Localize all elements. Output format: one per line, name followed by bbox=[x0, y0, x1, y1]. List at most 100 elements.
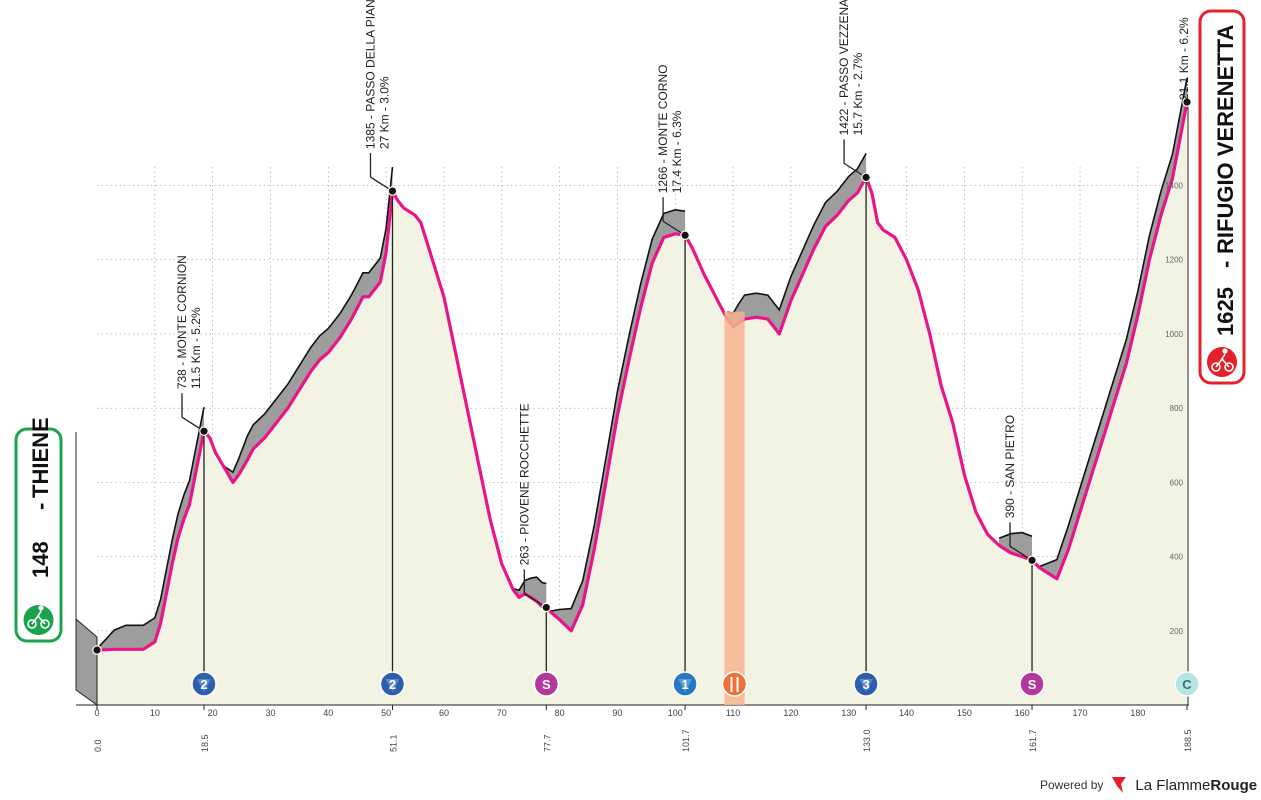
distance-marker-label: 51.1 bbox=[388, 734, 398, 752]
finish-cyclist-glyph bbox=[1211, 348, 1234, 372]
checkpoint-label: 738 - MONTE CORNION bbox=[175, 255, 189, 389]
x-tick-label: 0 bbox=[94, 708, 99, 718]
checkpoint-label: 390 - SAN PIETRO bbox=[1003, 415, 1017, 518]
start-name: THIENE bbox=[28, 417, 53, 498]
finish-altitude: 1625 bbox=[1213, 287, 1238, 336]
checkpoint-label: 1385 - PASSO DELLA PIANETTA bbox=[363, 0, 377, 149]
x-tick-label: 70 bbox=[497, 708, 507, 718]
distance-marker-label: 161.7 bbox=[1028, 729, 1038, 752]
start-altitude: 148 bbox=[28, 541, 53, 578]
finish-marker-label: C bbox=[1182, 677, 1192, 692]
checkpoint-dot bbox=[387, 186, 398, 196]
checkpoint-marker-icon bbox=[379, 671, 406, 697]
cyclist-glyph bbox=[27, 605, 50, 629]
x-tick-label: 170 bbox=[1073, 708, 1088, 718]
checkpoint-marker-label: S bbox=[1028, 677, 1037, 692]
checkpoint-marker-icon bbox=[533, 671, 560, 697]
x-tick-label: 60 bbox=[439, 708, 449, 718]
climb-band bbox=[999, 532, 1032, 561]
checkpoint-marker-label: 3 bbox=[862, 677, 869, 692]
checkpoint-marker-label: 2 bbox=[200, 677, 207, 692]
finish-dash: - bbox=[1213, 261, 1238, 268]
checkpoint-marker-label: 2 bbox=[389, 677, 396, 692]
kom-triangle-icon bbox=[196, 679, 211, 692]
checkpoint-dot bbox=[1027, 555, 1037, 566]
checkpoint-marker-icon bbox=[853, 671, 879, 697]
brand-light: La Flamme bbox=[1135, 776, 1211, 794]
x-tick-label: 40 bbox=[323, 708, 333, 718]
finish-climb-info: 21.1 Km - 6.2% bbox=[1177, 17, 1191, 100]
y-tick-label: 1200 bbox=[1165, 256, 1183, 265]
y-tick-label: 1400 bbox=[1165, 182, 1183, 191]
start-cyclist-icon bbox=[23, 605, 54, 635]
x-tick-label: 120 bbox=[783, 708, 798, 718]
distance-marker-label: 133.0 bbox=[862, 729, 872, 752]
checkpoint-sublabel: 27 Km - 3.0% bbox=[377, 76, 391, 149]
x-tick-label: 110 bbox=[726, 708, 740, 718]
powered-by-text: Powered by bbox=[1040, 778, 1104, 792]
x-tick-label: 100 bbox=[668, 708, 683, 718]
distance-marker-label: 0.0 bbox=[93, 739, 103, 752]
y-tick-label: 200 bbox=[1170, 627, 1184, 636]
checkpoint-sublabel: 11.5 Km - 5.2% bbox=[189, 307, 203, 389]
distance-marker-label: 77.7 bbox=[542, 734, 552, 752]
checkpoint-marker-icon bbox=[672, 671, 698, 697]
x-tick-label: 150 bbox=[957, 708, 972, 718]
axis-layer: 0 10 20 30 40 50 60 70 80 90 100 110 120 130 140 150 160… bbox=[75, 102, 1193, 752]
elevation-line bbox=[96, 101, 1189, 652]
checkpoint-pin-layer: 738 - MONTE CORNION 11.5 Km - 5.2% 1385 - … bbox=[92, 0, 1192, 684]
climb-band-edge bbox=[998, 531, 1033, 539]
finish-marker-icon bbox=[1174, 671, 1200, 697]
x-tick-label: 90 bbox=[612, 708, 622, 718]
x-tick-label: 10 bbox=[150, 708, 160, 718]
checkpoint-sublabel: 15.7 Km - 2.7% bbox=[851, 52, 865, 135]
climb-band-edge bbox=[727, 153, 867, 315]
finish-badge: 1625 - RIFUGIO VERENETTA 21.1 Km - 6.2% bbox=[1177, 9, 1246, 385]
profile-area-layer bbox=[75, 77, 1189, 705]
x-tick-label: 20 bbox=[208, 708, 218, 718]
finish-cyclist-icon bbox=[1207, 347, 1237, 377]
checkpoint-dot bbox=[861, 172, 871, 183]
y-tick-label: 1000 bbox=[1165, 330, 1183, 339]
marker-layer: 2 2 S 1 3 S C bbox=[191, 671, 1200, 697]
x-tick-label: 130 bbox=[841, 708, 856, 718]
checkpoint-marker-label: S bbox=[542, 677, 551, 692]
checkpoint-marker-icon bbox=[191, 671, 217, 697]
kom-triangle-icon bbox=[678, 679, 693, 692]
y-tick-label: 400 bbox=[1170, 553, 1184, 562]
checkpoint-marker-label: 1 bbox=[681, 677, 688, 692]
kom-triangle-icon bbox=[385, 679, 400, 692]
checkpoint-sublabel: 17.4 Km - 6.3% bbox=[670, 110, 684, 193]
checkpoint-dot bbox=[199, 426, 209, 436]
y-tick-label: 600 bbox=[1170, 478, 1184, 487]
feed-zone-band bbox=[724, 311, 745, 705]
distance-marker-label: 101.7 bbox=[681, 729, 691, 752]
flamme-rouge-logo-icon bbox=[1112, 777, 1127, 793]
finish-name: RIFUGIO VERENETTA bbox=[1213, 25, 1238, 254]
feed-zone-layer bbox=[724, 311, 745, 705]
x-tick-label: 50 bbox=[381, 708, 391, 718]
x-tick-label: 140 bbox=[899, 708, 914, 718]
profile-area bbox=[97, 102, 1187, 705]
x-tick-label: 30 bbox=[265, 708, 275, 718]
start-dot bbox=[92, 645, 102, 655]
climb-band bbox=[513, 577, 547, 608]
checkpoint-label: 1422 - PASSO VEZZENA bbox=[837, 0, 851, 135]
x-tick-label: 160 bbox=[1015, 708, 1030, 718]
feed-zone-icon bbox=[721, 671, 748, 697]
start-cliff bbox=[75, 617, 98, 705]
distance-marker-label: 18.5 bbox=[200, 734, 210, 752]
start-dash: - bbox=[28, 503, 53, 510]
x-tick-label: 80 bbox=[555, 708, 565, 718]
checkpoint-label: 263 - PIOVENE ROCCHETTE bbox=[517, 403, 531, 565]
checkpoint-dot bbox=[680, 230, 690, 241]
climb-band-edge bbox=[96, 407, 205, 650]
brand-name: La FlammeRouge bbox=[1135, 777, 1257, 794]
distance-marker-label: 188.5 bbox=[1183, 729, 1193, 752]
brand-bold: Rouge bbox=[1210, 776, 1258, 794]
finish-dot bbox=[1182, 97, 1192, 107]
start-badge: 148 - THIENE bbox=[14, 417, 63, 643]
y-tick-label: 800 bbox=[1170, 404, 1184, 413]
kom-triangle-icon bbox=[859, 679, 874, 692]
